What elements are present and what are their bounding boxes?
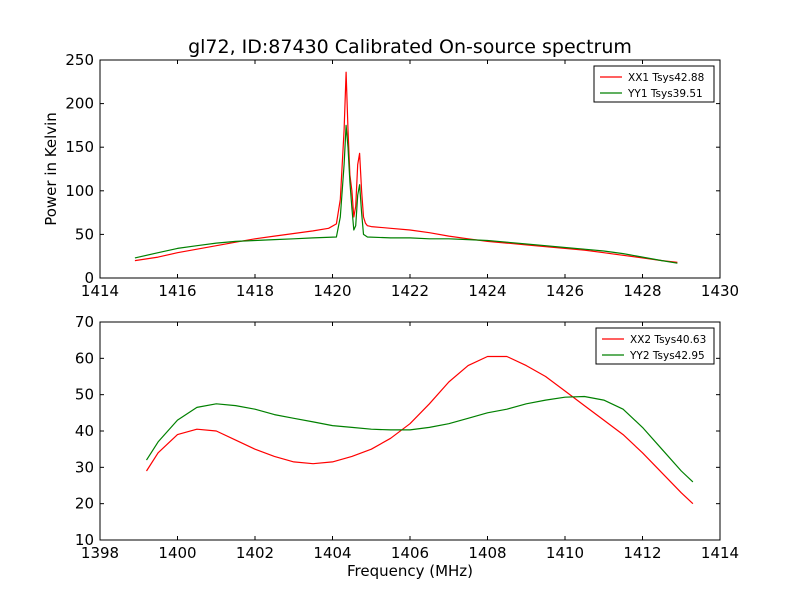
chart1-y-tick-label: 50 — [75, 225, 94, 243]
chart2-legend: XX2 Tsys40.63 YY2 Tsys42.95 — [595, 327, 715, 365]
chart1-x-tick-label: 1428 — [623, 282, 661, 300]
chart1-x-tick-label: 1426 — [546, 282, 584, 300]
chart2-series-line-2 — [145, 395, 694, 483]
chart2-y-tick-label: 70 — [75, 313, 94, 331]
chart1-x-tick-label: 1422 — [391, 282, 429, 300]
chart2-y-tick-label: 50 — [75, 386, 94, 404]
chart1-series-line-1 — [134, 71, 678, 263]
chart1-legend-label-2: YY1 Tsys39.51 — [627, 88, 703, 100]
chart1-y-tick-label: 0 — [84, 269, 94, 287]
chart1-x-tick-label: 1414 — [81, 282, 119, 300]
chart1-x-tick-label: 1420 — [313, 282, 351, 300]
chart2-x-tick-label: 1410 — [546, 544, 584, 562]
chart2-y-tick-label: 60 — [75, 349, 94, 367]
chart2-legend-label-2: YY2 Tsys42.95 — [629, 350, 705, 362]
chart1-x-tick-label: 1416 — [158, 282, 196, 300]
chart2-x-tick-label: 1404 — [313, 544, 351, 562]
bottom-chart: 1398 1400 1402 1404 1406 1408 1410 1412 1414 10 20… — [75, 313, 739, 580]
chart2-x-tick-label: 1408 — [468, 544, 506, 562]
chart1-y-axis-label: Power in Kelvin — [42, 112, 60, 226]
chart2-y-tick-label: 40 — [75, 422, 94, 440]
chart1-series-line-2 — [134, 124, 678, 264]
chart1-series-group — [134, 71, 678, 264]
top-chart: 1414 1416 1418 1420 1422 1424 1426 1428 1430 0 50 1… — [42, 51, 739, 300]
chart1-x-tick-label: 1418 — [236, 282, 274, 300]
chart1-y-tick-label: 250 — [65, 51, 94, 69]
chart2-x-tick-label: 1406 — [391, 544, 429, 562]
chart2-x-tick-label: 1398 — [81, 544, 119, 562]
chart2-series-line-1 — [145, 355, 694, 505]
chart2-y-tick-label: 10 — [75, 531, 94, 549]
chart1-y-tick-label: 200 — [65, 95, 94, 113]
chart1-x-tick-label: 1424 — [468, 282, 506, 300]
chart-title: gl72, ID:87430 Calibrated On-source spec… — [188, 36, 632, 58]
chart2-legend-box — [595, 327, 715, 365]
chart2-x-axis-label: Frequency (MHz) — [347, 562, 473, 580]
chart2-series-group — [145, 355, 694, 505]
chart2-x-tick-label: 1402 — [236, 544, 274, 562]
chart2-x-tick-label: 1412 — [623, 544, 661, 562]
chart2-x-tick-label: 1400 — [158, 544, 196, 562]
chart2-y-tick-label: 30 — [75, 458, 94, 476]
chart2-x-tick-label: 1414 — [701, 544, 739, 562]
chart1-legend-label-1: XX1 Tsys42.88 — [628, 72, 704, 84]
chart1-legend-box — [593, 65, 715, 103]
chart2-legend-label-1: XX2 Tsys40.63 — [630, 334, 706, 346]
chart1-y-tick-label: 150 — [65, 138, 94, 156]
chart1-y-tick-label: 100 — [65, 182, 94, 200]
chart1-legend: XX1 Tsys42.88 YY1 Tsys39.51 — [593, 65, 715, 103]
chart2-y-tick-label: 20 — [75, 495, 94, 513]
chart1-x-tick-label: 1430 — [701, 282, 739, 300]
